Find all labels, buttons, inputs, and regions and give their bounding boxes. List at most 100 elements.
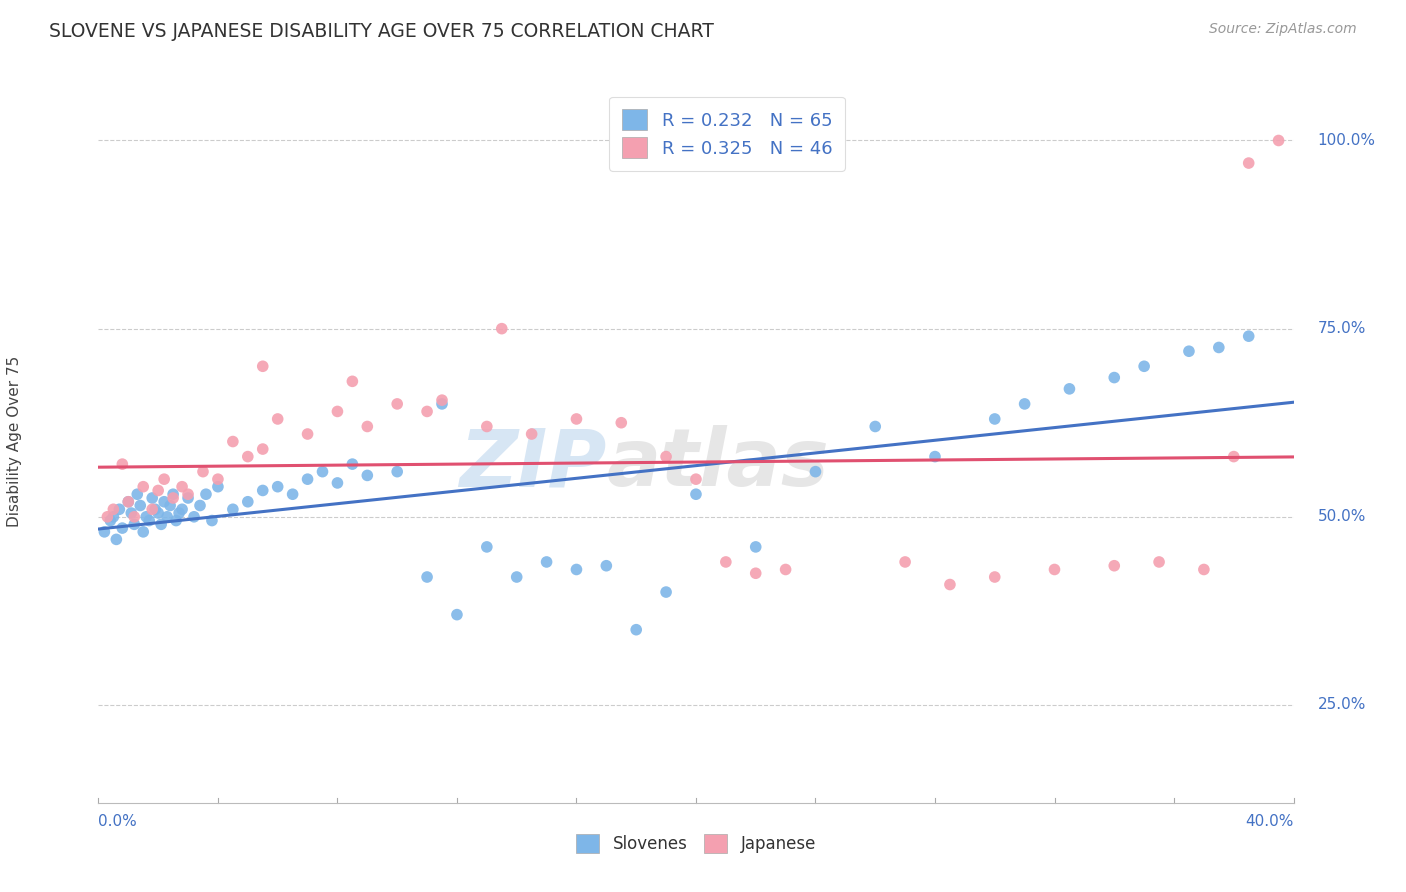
Point (159, 499, 181, 513)
Point (610, 416, 633, 430)
Text: ZIP: ZIP (458, 425, 606, 503)
Point (105, 533, 128, 547)
Point (520, 427, 543, 442)
Point (141, 491, 163, 505)
Point (1104, 558, 1126, 573)
Point (267, 480, 290, 494)
Point (342, 374, 364, 388)
Point (745, 540, 768, 554)
Point (177, 491, 200, 505)
Text: 50.0%: 50.0% (1317, 509, 1365, 524)
Point (984, 412, 1007, 426)
Point (143, 502, 166, 516)
Point (111, 521, 134, 535)
Point (565, 562, 588, 576)
Point (222, 502, 245, 516)
Point (267, 412, 290, 426)
Point (108, 502, 131, 516)
Point (326, 475, 349, 490)
Point (177, 487, 200, 501)
Text: 75.0%: 75.0% (1317, 321, 1365, 336)
Point (655, 585, 678, 599)
Point (195, 487, 218, 501)
Point (1059, 382, 1081, 396)
Point (162, 487, 184, 501)
Text: SLOVENE VS JAPANESE DISABILITY AGE OVER 75 CORRELATION CHART: SLOVENE VS JAPANESE DISABILITY AGE OVER … (49, 22, 714, 41)
Point (132, 480, 155, 494)
Point (775, 562, 797, 576)
Point (1192, 562, 1215, 576)
Point (416, 570, 439, 584)
Point (222, 434, 245, 449)
Point (111, 457, 134, 471)
Point (356, 419, 378, 434)
Point (385, 397, 409, 411)
Point (685, 472, 707, 486)
Point (1237, 329, 1260, 343)
Point (326, 404, 349, 418)
Point (595, 558, 617, 573)
Point (135, 509, 157, 524)
Point (1178, 344, 1201, 359)
Text: Disability Age Over 75: Disability Age Over 75 (7, 356, 22, 527)
Point (153, 494, 176, 508)
Point (138, 514, 160, 528)
Point (201, 514, 224, 528)
Text: atlas: atlas (606, 425, 830, 503)
Point (626, 623, 648, 637)
Text: 100.0%: 100.0% (1317, 133, 1375, 148)
Point (148, 483, 170, 498)
Legend: Slovenes, Japanese: Slovenes, Japanese (569, 827, 823, 860)
Point (475, 540, 498, 554)
Point (117, 494, 139, 508)
Point (98, 514, 122, 528)
Point (894, 555, 917, 569)
Point (172, 502, 194, 516)
Point (984, 570, 1007, 584)
Point (1133, 359, 1156, 374)
Point (281, 487, 304, 501)
Point (311, 465, 333, 479)
Point (207, 480, 229, 494)
Point (1014, 397, 1036, 411)
Text: 0.0%: 0.0% (98, 814, 138, 829)
Point (124, 509, 146, 524)
Point (252, 442, 274, 456)
Point (156, 509, 179, 524)
Point (745, 566, 768, 581)
Point (1267, 133, 1289, 147)
Point (150, 517, 173, 532)
Point (1208, 341, 1230, 355)
Point (430, 397, 453, 411)
Point (93, 524, 115, 539)
Point (506, 570, 529, 584)
Point (141, 502, 163, 516)
Point (172, 480, 194, 494)
Point (430, 393, 453, 408)
Point (120, 506, 142, 520)
Point (167, 506, 190, 520)
Point (356, 468, 378, 483)
Point (536, 555, 558, 569)
Point (297, 472, 319, 486)
Point (714, 555, 737, 569)
Point (1043, 562, 1066, 576)
Point (446, 607, 468, 622)
Point (124, 517, 146, 532)
Point (183, 509, 205, 524)
Point (162, 491, 184, 505)
Point (491, 321, 513, 335)
Point (1223, 450, 1246, 464)
Point (148, 506, 170, 520)
Point (103, 509, 125, 524)
Point (252, 359, 274, 374)
Point (924, 450, 946, 464)
Text: 40.0%: 40.0% (1246, 814, 1294, 829)
Point (103, 502, 125, 516)
Point (129, 499, 152, 513)
Point (165, 514, 187, 528)
Point (1147, 555, 1170, 569)
Point (416, 404, 439, 418)
Point (132, 524, 155, 539)
Point (342, 457, 364, 471)
